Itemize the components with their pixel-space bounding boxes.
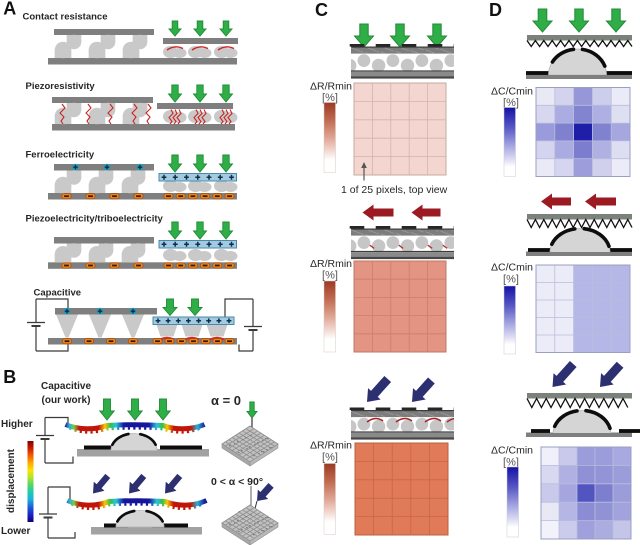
svg-text:A: A: [3, 0, 16, 19]
svg-text:C: C: [315, 0, 328, 20]
svg-text:1 of 25 pixels, top view: 1 of 25 pixels, top view: [341, 184, 448, 196]
svg-text:[%]: [%]: [322, 270, 338, 282]
svg-text:[%]: [%]: [322, 92, 338, 104]
svg-text:Capacitive: Capacitive: [41, 381, 91, 392]
svg-text:Ferroelectricity: Ferroelectricity: [26, 150, 95, 161]
svg-text:Piezoelectricity/triboelectric: Piezoelectricity/triboelectricity: [26, 214, 164, 225]
svg-text:ΔR/Rmin: ΔR/Rmin: [310, 81, 352, 93]
svg-text:Contact resistance: Contact resistance: [23, 12, 108, 23]
svg-text:ΔC/Cmin: ΔC/Cmin: [491, 262, 533, 274]
svg-text:Higher: Higher: [1, 419, 33, 430]
svg-text:Capacitive: Capacitive: [34, 288, 82, 299]
svg-text:B: B: [3, 367, 16, 387]
svg-text:ΔR/Rmin: ΔR/Rmin: [310, 440, 352, 452]
svg-text:ΔR/Rmin: ΔR/Rmin: [310, 258, 352, 270]
svg-text:ΔC/Cmin: ΔC/Cmin: [491, 445, 533, 457]
svg-text:α = 0: α = 0: [211, 393, 241, 408]
svg-text:[%]: [%]: [503, 274, 519, 286]
svg-text:[%]: [%]: [322, 452, 338, 464]
svg-text:0 < α < 90°: 0 < α < 90°: [211, 476, 263, 488]
svg-text:[%]: [%]: [503, 97, 519, 109]
svg-text:Piezoresistivity: Piezoresistivity: [26, 81, 96, 92]
svg-text:D: D: [489, 0, 502, 20]
svg-text:Lower: Lower: [1, 526, 31, 537]
svg-text:ΔC/Cmin: ΔC/Cmin: [491, 86, 533, 98]
svg-text:[%]: [%]: [503, 457, 519, 469]
svg-text:(our work): (our work): [42, 395, 91, 406]
svg-text:displacement: displacement: [6, 448, 17, 513]
